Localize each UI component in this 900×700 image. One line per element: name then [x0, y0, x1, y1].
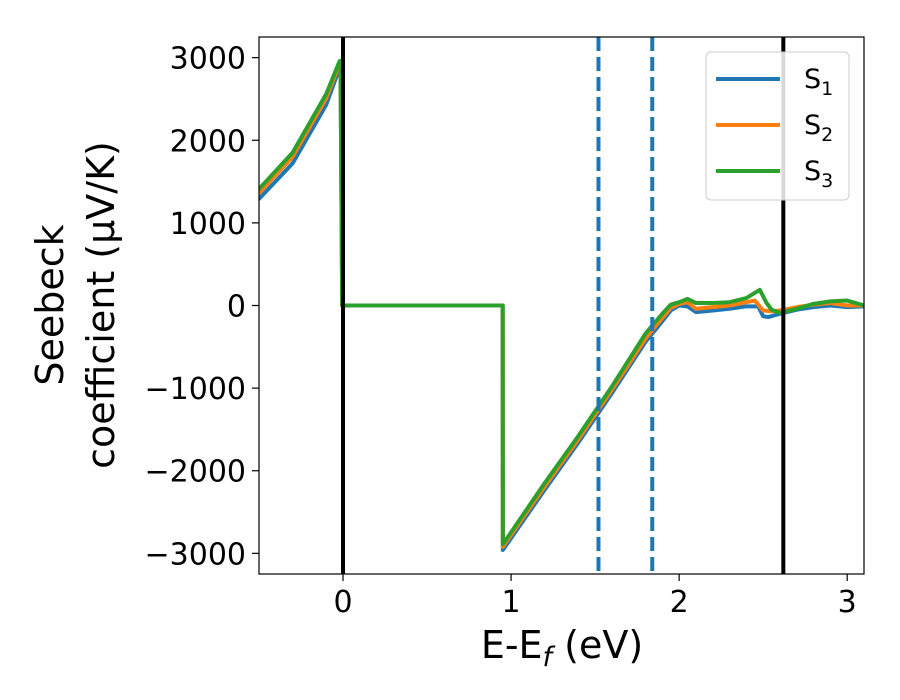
axis-titles: E-Ef (eV) Seebeck coefficient (μV/K)	[28, 141, 643, 673]
y-tick-label: −2000	[145, 455, 246, 490]
legend-label-s2: S2	[804, 110, 833, 146]
y-tick-label: −3000	[145, 537, 246, 572]
y-tick-label: 2000	[170, 124, 246, 159]
y-tick-label: −1000	[145, 372, 246, 407]
x-tick-label: 2	[670, 585, 689, 620]
y-axis-title: Seebeck coefficient (μV/K)	[28, 141, 123, 469]
plot-area	[259, 37, 864, 574]
x-tick-label: 0	[333, 585, 352, 620]
y-tick-label: 0	[227, 290, 246, 325]
legend: S1 S2 S3	[705, 51, 850, 201]
x-tick-label: 1	[502, 585, 521, 620]
axis-ticks: 0 1 2 3 3000 2000 1000 0 −1000 −2000 −3000	[145, 42, 857, 620]
x-tick-label: 3	[838, 585, 857, 620]
y-tick-label: 1000	[170, 207, 246, 242]
y-tick-label: 3000	[170, 42, 246, 77]
legend-label-s1: S1	[804, 64, 833, 100]
legend-label-s3: S3	[804, 156, 833, 192]
x-axis-title: E-Ef (eV)	[481, 623, 643, 673]
